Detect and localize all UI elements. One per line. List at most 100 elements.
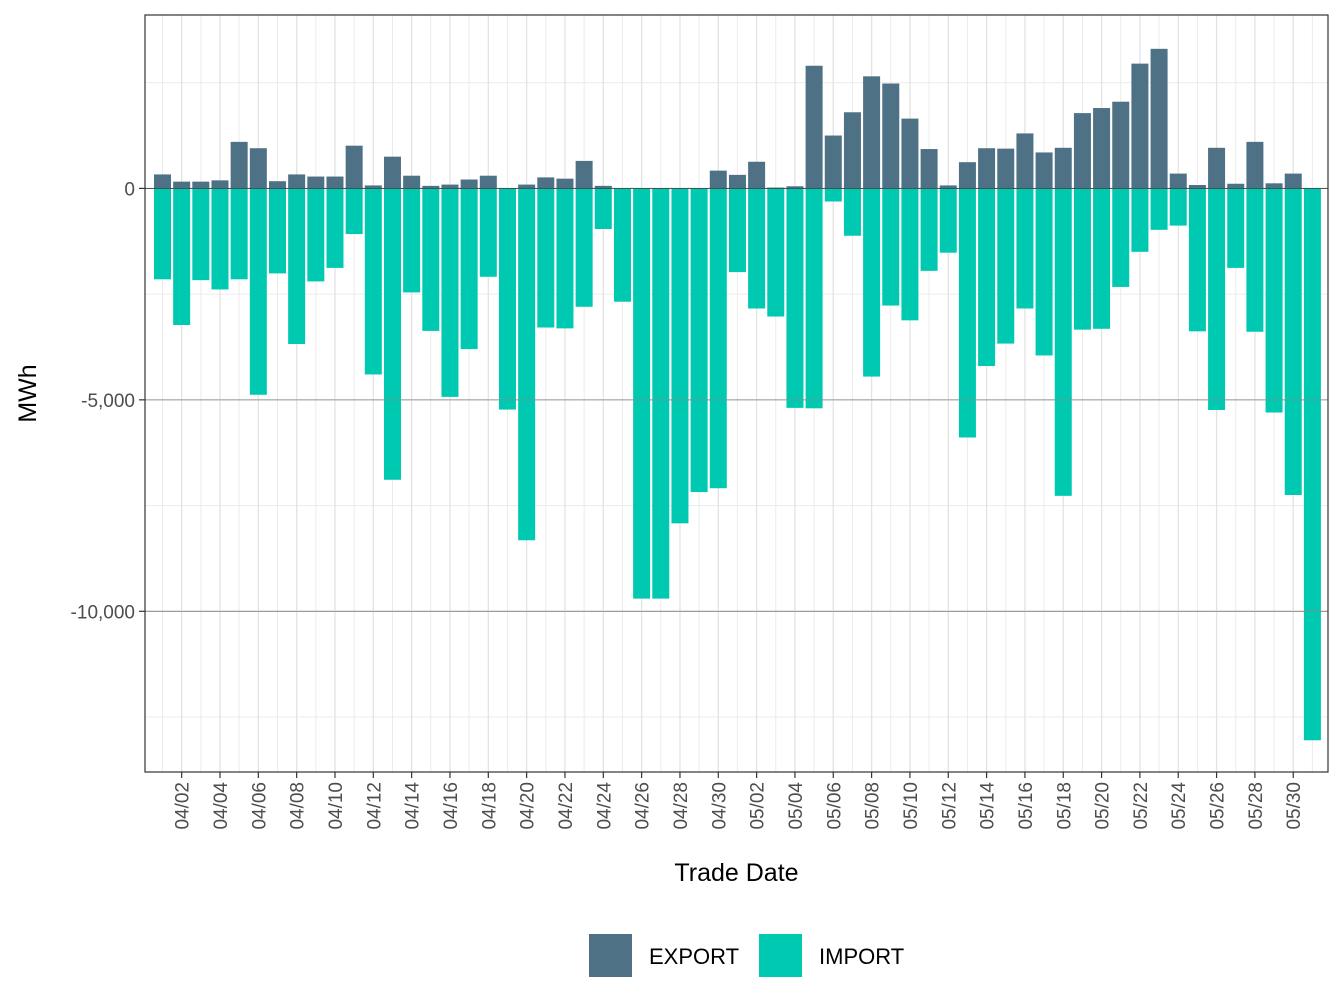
- bar-export-04-14: [403, 175, 421, 189]
- bar-export-04-01: [154, 174, 171, 189]
- bar-export-05-29: [1265, 183, 1283, 189]
- bar-export-05-28: [1246, 141, 1264, 189]
- bar-export-05-06: [824, 135, 842, 189]
- x-tick-label: 04/24: [594, 782, 615, 830]
- x-tick-label: 04/16: [441, 782, 462, 830]
- bar-import-05-26: [1208, 188, 1226, 410]
- x-tick-label: 05/20: [1093, 782, 1114, 830]
- x-tick-label: 04/04: [211, 782, 232, 830]
- legend: EXPORT IMPORT: [589, 934, 904, 977]
- bar-export-05-07: [843, 112, 861, 189]
- legend-label-export: EXPORT: [649, 944, 739, 969]
- x-tick-label: 04/08: [288, 782, 309, 830]
- y-axis: 0 -5,000 -10,000: [71, 179, 145, 623]
- bar-export-04-18: [479, 175, 497, 189]
- bar-export-05-18: [1054, 147, 1072, 189]
- bar-export-04-08: [288, 174, 306, 189]
- bar-import-04-23: [575, 188, 593, 307]
- x-tick-label: 04/18: [479, 782, 500, 830]
- bar-export-05-24: [1169, 173, 1187, 189]
- bar-import-05-12: [939, 188, 957, 253]
- bar-import-05-11: [920, 188, 938, 271]
- bar-export-04-17: [460, 179, 478, 189]
- y-axis-title: MWh: [14, 364, 42, 422]
- bar-import-04-14: [403, 188, 421, 293]
- bar-import-04-04: [211, 188, 229, 290]
- x-tick-label: 05/04: [786, 782, 807, 830]
- bar-export-05-13: [958, 162, 976, 189]
- bar-import-05-29: [1265, 188, 1283, 413]
- bar-import-04-13: [383, 188, 401, 480]
- bar-import-04-03: [192, 188, 210, 281]
- bar-export-04-21: [537, 177, 555, 189]
- bar-export-04-10: [326, 176, 344, 189]
- bar-export-05-22: [1131, 63, 1149, 189]
- bar-export-05-16: [1016, 133, 1034, 189]
- x-tick-label: 04/06: [249, 782, 270, 830]
- x-tick-label: 05/02: [748, 782, 769, 830]
- bar-export-05-12: [939, 185, 957, 189]
- bar-import-04-02: [173, 188, 191, 325]
- y-tick-label: 0: [124, 179, 135, 200]
- x-tick-label: 05/16: [1016, 782, 1037, 830]
- y-tick-label: -5,000: [81, 391, 135, 412]
- bar-export-05-09: [882, 83, 900, 189]
- x-tick-label: 05/30: [1284, 782, 1305, 830]
- bar-import-05-14: [978, 188, 996, 367]
- bar-export-04-24: [594, 185, 612, 189]
- bar-import-04-12: [364, 188, 382, 375]
- bar-export-05-21: [1112, 101, 1130, 189]
- bar-export-04-12: [364, 185, 382, 189]
- bar-export-05-30: [1284, 173, 1302, 189]
- x-axis: 04/02 04/04 04/06 04/08 04/10 04/12 04/14 04/16…: [173, 772, 1305, 830]
- bar-import-04-07: [268, 188, 286, 274]
- bar-import-05-03: [767, 188, 785, 317]
- x-tick-label: 05/08: [863, 782, 884, 830]
- bar-export-05-20: [1093, 108, 1111, 189]
- bar-import-04-17: [460, 188, 478, 350]
- bar-import-05-22: [1131, 188, 1149, 252]
- bar-export-05-15: [997, 148, 1015, 189]
- bar-import-04-16: [441, 188, 459, 397]
- bar-export-05-05: [805, 65, 823, 189]
- bar-import-05-25: [1188, 188, 1206, 332]
- bar-import-05-21: [1112, 188, 1130, 287]
- bar-import-04-05: [230, 188, 248, 280]
- bar-export-05-26: [1208, 147, 1226, 189]
- legend-label-import: IMPORT: [819, 944, 904, 969]
- x-tick-label: 05/18: [1054, 782, 1075, 830]
- bar-import-04-09: [307, 188, 325, 282]
- bar-export-04-22: [556, 178, 574, 189]
- bar-import-04-20: [518, 188, 536, 541]
- bar-export-05-23: [1150, 48, 1168, 189]
- bar-import-04-26: [633, 188, 651, 599]
- bar-export-04-05: [230, 141, 248, 189]
- bar-export-05-25: [1188, 185, 1206, 189]
- bar-import-04-18: [479, 188, 497, 277]
- bars-layer: [145, 48, 1328, 741]
- bar-import-05-06: [824, 188, 842, 202]
- bar-import-05-30: [1284, 188, 1302, 495]
- bar-import-04-15: [422, 188, 440, 331]
- bar-export-05-01: [728, 174, 746, 189]
- bar-import-04-28: [671, 188, 689, 524]
- bar-export-04-13: [383, 156, 401, 189]
- bar-export-05-14: [978, 148, 996, 189]
- bar-import-04-29: [690, 188, 708, 493]
- bar-import-05-13: [958, 188, 976, 438]
- bar-export-04-20: [518, 184, 536, 189]
- bar-export-05-10: [901, 118, 919, 189]
- bar-export-05-27: [1227, 183, 1245, 189]
- x-axis-title: Trade Date: [674, 859, 798, 887]
- bar-import-05-28: [1246, 188, 1264, 332]
- bar-export-04-07: [268, 181, 286, 189]
- bar-export-04-30: [709, 170, 727, 189]
- x-tick-label: 04/28: [671, 782, 692, 830]
- x-tick-label: 05/22: [1131, 782, 1152, 830]
- bar-import-05-31: [1303, 188, 1321, 741]
- x-tick-label: 04/22: [556, 782, 577, 830]
- bar-import-04-30: [709, 188, 727, 489]
- x-tick-label: 04/10: [326, 782, 347, 830]
- bar-import-04-22: [556, 188, 574, 329]
- x-tick-label: 05/12: [939, 782, 960, 830]
